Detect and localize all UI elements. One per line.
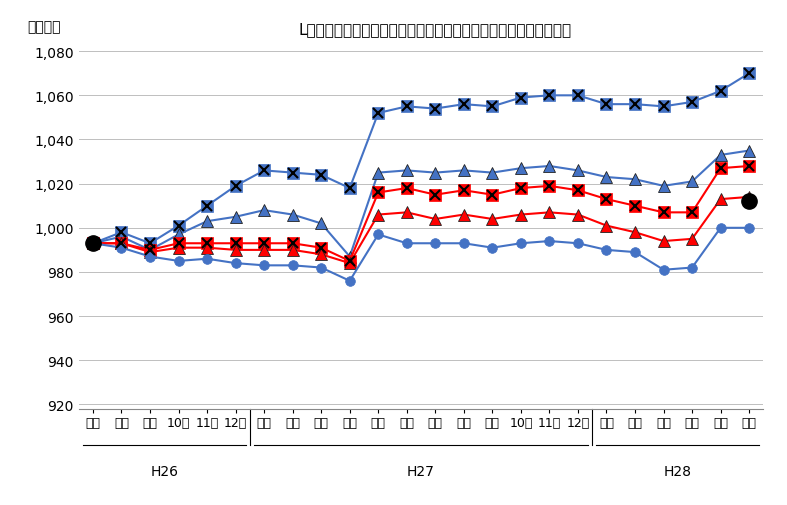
Text: H28: H28 — [663, 464, 692, 478]
Text: H27: H27 — [407, 464, 435, 478]
Title: Lを変化させた場合の労働者数の推移の試算（１００～４９９人）: Lを変化させた場合の労働者数の推移の試算（１００～４９９人） — [298, 22, 571, 37]
Text: H26: H26 — [150, 464, 179, 478]
Text: （万人）: （万人） — [28, 21, 61, 34]
